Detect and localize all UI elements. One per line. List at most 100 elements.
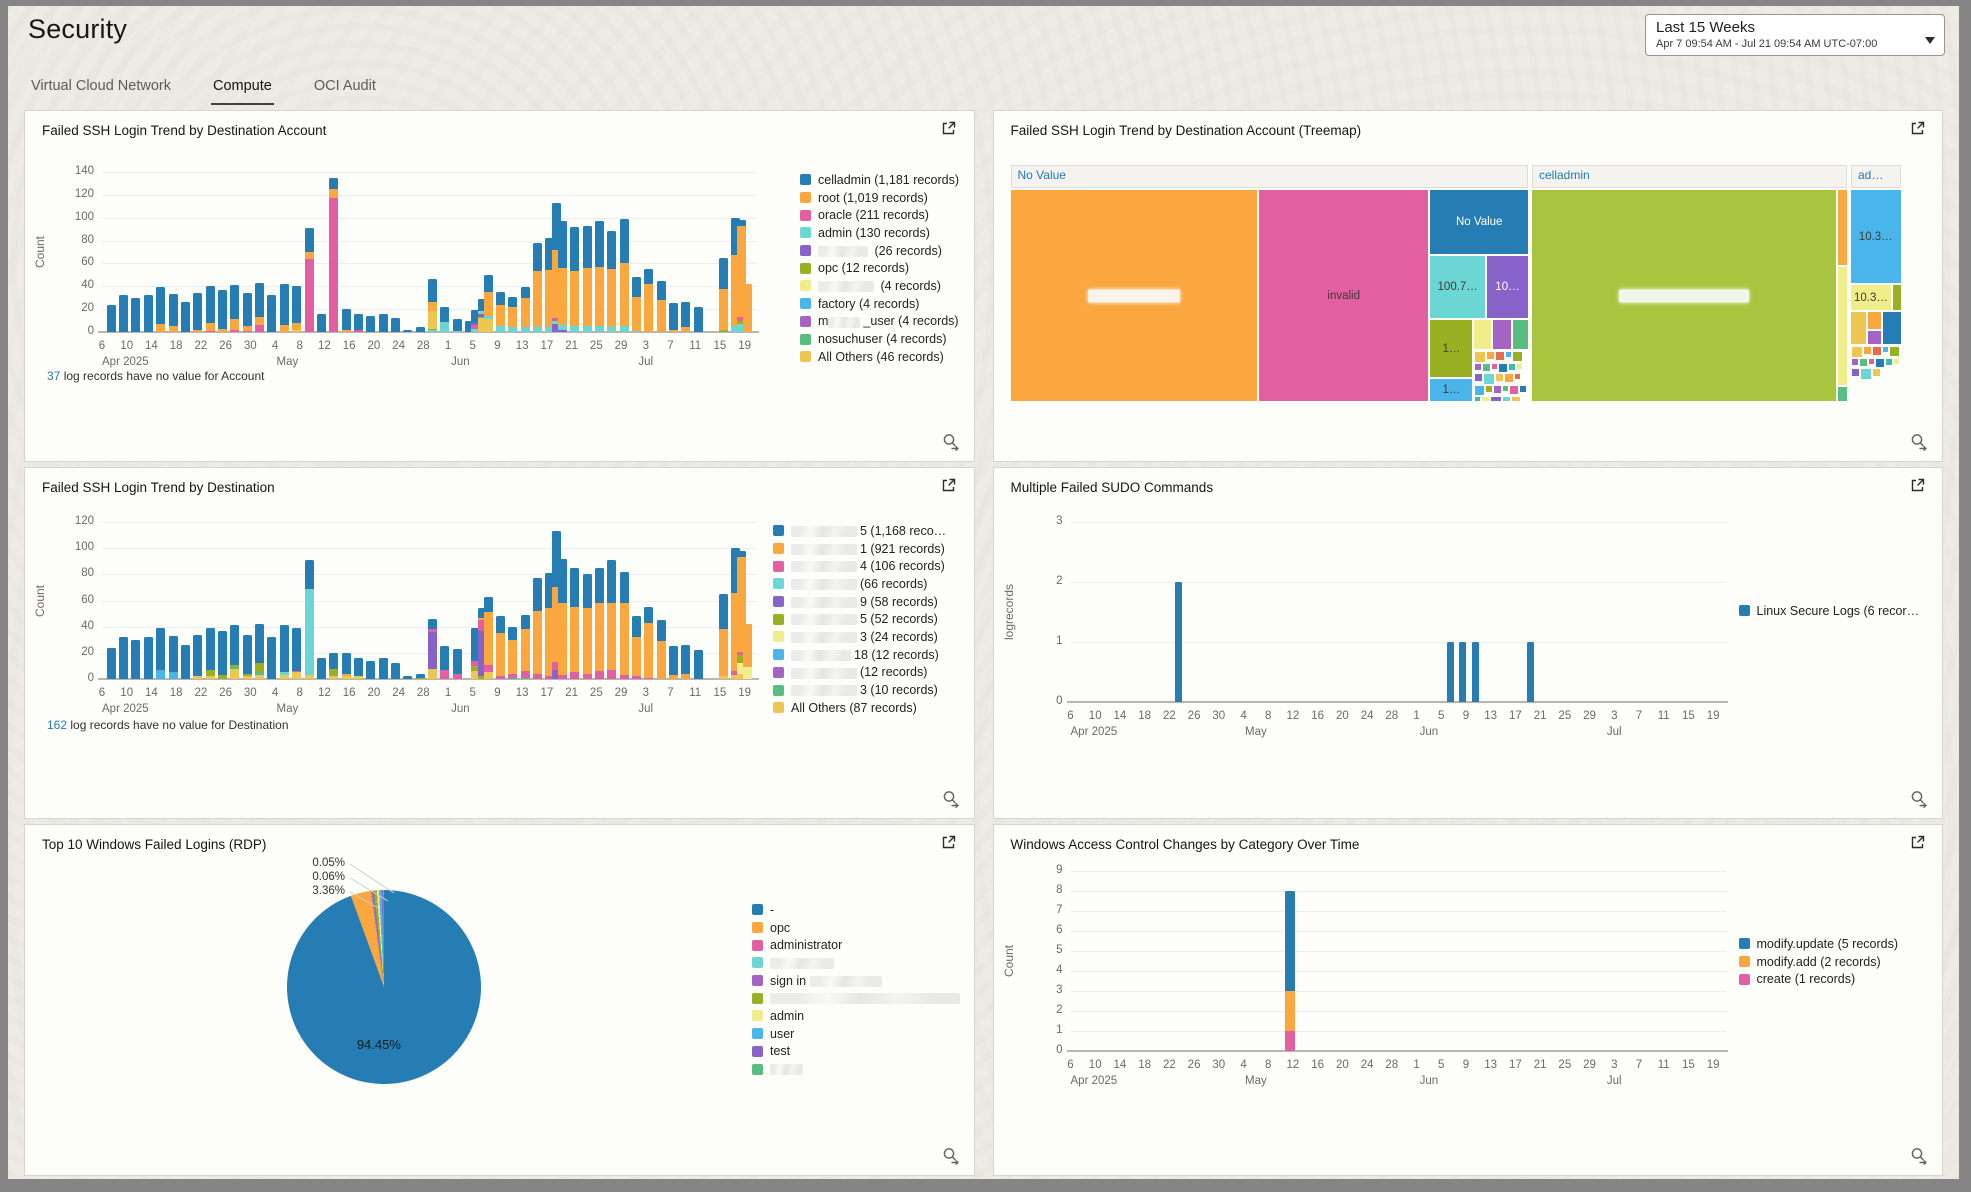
treemap-tile[interactable] <box>1837 190 1847 265</box>
bar[interactable] <box>656 280 666 332</box>
legend-item[interactable]: 3 (24 records) <box>773 628 974 646</box>
legend-item[interactable]: Linux Secure Logs (6 recor… <box>1738 602 1939 620</box>
legend-item[interactable]: modify.add (2 records) <box>1738 953 1934 971</box>
bar[interactable] <box>551 202 561 332</box>
tab-virtual-cloud-network[interactable]: Virtual Cloud Network <box>31 78 171 94</box>
treemap-tile[interactable] <box>1475 352 1486 363</box>
treemap-tile[interactable]: 1… <box>1430 378 1473 401</box>
open-in-new-window-icon[interactable] <box>939 120 959 140</box>
treemap-tile[interactable] <box>1513 352 1523 362</box>
bar[interactable] <box>440 646 450 679</box>
bar[interactable] <box>496 292 506 332</box>
treemap-group-header[interactable]: celladmin <box>1532 165 1847 188</box>
bar[interactable] <box>582 225 592 332</box>
bar[interactable] <box>570 226 580 332</box>
treemap-tile[interactable] <box>1883 347 1888 353</box>
treemap-tile[interactable] <box>1487 352 1495 360</box>
treemap-tile[interactable] <box>1484 374 1495 385</box>
legend-item[interactable]: 3 (10 records) <box>773 681 974 699</box>
treemap-tile[interactable] <box>1852 347 1862 358</box>
bar[interactable] <box>267 637 277 679</box>
bar[interactable] <box>1447 642 1455 702</box>
treemap-tile[interactable] <box>1861 369 1871 380</box>
bar[interactable] <box>465 320 475 332</box>
bar[interactable] <box>582 574 592 679</box>
bar[interactable] <box>1284 891 1295 1051</box>
search-link-icon[interactable] <box>940 1146 962 1168</box>
treemap-tile[interactable]: No Value <box>1430 190 1528 255</box>
legend-item[interactable]: oracle (211 records) <box>800 206 974 224</box>
legend-item[interactable]: root (1,019 records) <box>800 189 974 207</box>
search-link-icon[interactable] <box>1908 789 1930 811</box>
legend-item[interactable]: 1 (921 records) <box>773 540 974 558</box>
bar[interactable] <box>143 637 153 679</box>
legend-item[interactable]: admin <box>752 1007 967 1025</box>
tab-compute[interactable]: Compute <box>210 74 274 105</box>
bar[interactable] <box>477 298 487 332</box>
treemap-tile[interactable] <box>1892 285 1901 310</box>
treemap-tile[interactable] <box>1509 364 1516 371</box>
bar[interactable] <box>533 578 543 679</box>
bar[interactable] <box>415 673 425 679</box>
legend-item[interactable]: modify.update (5 records) <box>1738 935 1934 953</box>
bar[interactable] <box>737 550 747 679</box>
bar[interactable] <box>594 221 604 332</box>
treemap-tile[interactable] <box>1513 320 1528 350</box>
bar[interactable] <box>156 627 166 679</box>
bar[interactable] <box>1527 642 1535 702</box>
treemap-tile[interactable] <box>1475 374 1483 382</box>
bar[interactable] <box>452 648 462 679</box>
bar[interactable] <box>230 625 240 679</box>
bar[interactable] <box>378 313 388 332</box>
legend-item[interactable]: All Others (46 records) <box>800 348 974 366</box>
legend-item[interactable]: 5 (1,168 reco… <box>773 522 974 540</box>
treemap-tile[interactable] <box>1837 386 1847 401</box>
treemap-tile[interactable] <box>1010 190 1257 401</box>
legend-item[interactable]: All Others (87 records) <box>773 699 974 717</box>
bar[interactable] <box>730 548 740 679</box>
bar[interactable] <box>415 327 425 332</box>
treemap-tile[interactable] <box>1510 386 1519 395</box>
legend-item[interactable]: create (1 records) <box>1738 970 1934 988</box>
treemap-tile[interactable] <box>1496 374 1504 382</box>
treemap-tile[interactable] <box>1493 320 1512 350</box>
bar[interactable] <box>452 319 462 332</box>
treemap-tile[interactable] <box>1852 359 1858 366</box>
legend-item[interactable]: 9 (58 records) <box>773 593 974 611</box>
bar[interactable] <box>551 531 561 679</box>
treemap-tile[interactable] <box>1515 374 1521 380</box>
bar[interactable] <box>718 593 728 679</box>
bar[interactable] <box>743 284 753 332</box>
bar[interactable] <box>545 238 555 332</box>
bar[interactable] <box>557 558 567 679</box>
bar[interactable] <box>743 624 753 679</box>
bar[interactable] <box>119 637 129 679</box>
bar[interactable] <box>403 676 413 679</box>
bar[interactable] <box>669 303 679 332</box>
bar[interactable] <box>143 295 153 332</box>
bar[interactable] <box>353 313 363 332</box>
bar[interactable] <box>131 639 141 679</box>
bar[interactable] <box>205 627 215 679</box>
bar[interactable] <box>180 302 190 332</box>
bar[interactable] <box>669 646 679 679</box>
bar[interactable] <box>496 616 506 679</box>
bar[interactable] <box>557 221 567 332</box>
bar[interactable] <box>391 663 400 679</box>
treemap-tile[interactable] <box>1506 352 1512 358</box>
open-in-new-window-icon[interactable] <box>939 834 959 854</box>
bar[interactable] <box>168 635 178 679</box>
treemap-tile[interactable] <box>1483 364 1491 372</box>
bar[interactable] <box>730 217 740 332</box>
bar[interactable] <box>428 618 438 679</box>
bar[interactable] <box>255 282 265 332</box>
bar[interactable] <box>217 630 227 679</box>
bar[interactable] <box>131 297 141 332</box>
treemap-tile[interactable] <box>1869 359 1874 365</box>
open-in-new-window-icon[interactable] <box>1907 120 1927 140</box>
pie-chart[interactable] <box>287 890 481 1084</box>
legend-item[interactable]: m _user (4 records) <box>800 313 974 331</box>
treemap-tile[interactable] <box>1512 397 1521 401</box>
bar[interactable] <box>106 304 116 332</box>
bar[interactable] <box>106 647 116 679</box>
